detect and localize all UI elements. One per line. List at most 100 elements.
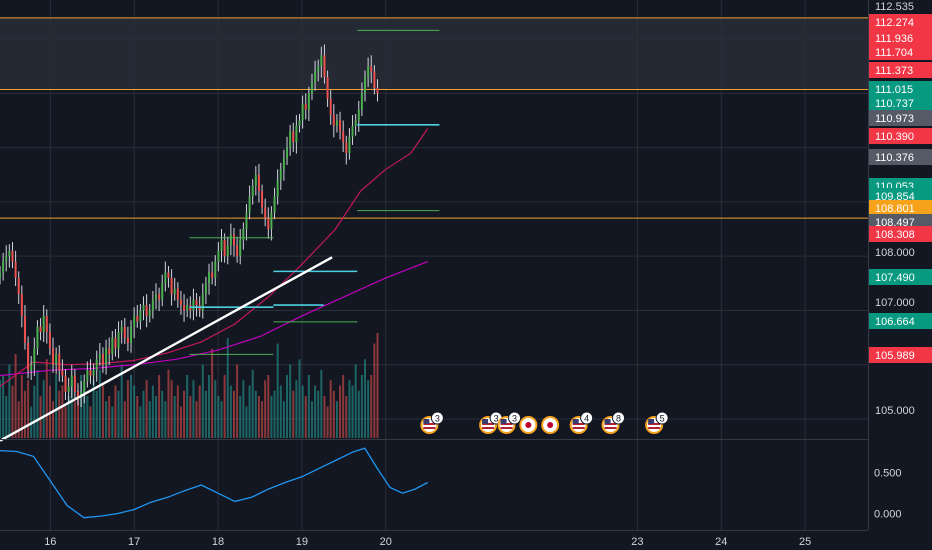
candle-body xyxy=(151,299,154,311)
volume-bar xyxy=(33,385,36,438)
candle-body xyxy=(76,391,79,398)
volume-bar xyxy=(279,385,282,438)
flag-stripe xyxy=(423,427,436,429)
price-tick-label: 111.936 xyxy=(875,33,913,45)
volume-bar xyxy=(70,380,73,438)
time-axis[interactable]: 16 17 18 19 20 23 24 25 xyxy=(44,536,811,548)
volume-bar xyxy=(229,385,232,438)
volume-bar xyxy=(310,401,313,438)
volume-bars xyxy=(0,333,379,438)
volume-bar xyxy=(126,380,129,438)
candle-body xyxy=(211,272,214,278)
event-marker[interactable]: 3 xyxy=(497,411,522,434)
candle-body xyxy=(158,294,161,300)
flag-stripe xyxy=(482,427,495,429)
candle-body xyxy=(279,169,282,181)
ema-slow-line xyxy=(0,261,428,377)
candle-body xyxy=(5,256,8,262)
event-marker[interactable]: 4 xyxy=(569,411,594,434)
trendline[interactable] xyxy=(0,256,333,442)
volume-bar xyxy=(161,390,164,438)
candle-body xyxy=(0,272,1,278)
volume-bar xyxy=(45,359,48,438)
uptrend-line[interactable] xyxy=(0,256,333,442)
price-tick-label: 108.801 xyxy=(875,203,915,215)
volume-bar xyxy=(226,338,229,438)
candle-body xyxy=(314,71,317,83)
volume-bar xyxy=(304,396,307,438)
candle-body xyxy=(310,82,313,94)
price-tick-label: 110.973 xyxy=(875,113,914,125)
volume-bar xyxy=(139,406,142,438)
candle-body xyxy=(179,299,182,306)
time-tick-label: 23 xyxy=(631,536,643,548)
event-marker[interactable] xyxy=(519,416,538,434)
volume-bar xyxy=(295,380,298,438)
volume-bar xyxy=(276,343,279,438)
price-tick-label: 108.000 xyxy=(875,247,915,259)
candle-body xyxy=(242,229,245,240)
volume-bar xyxy=(248,385,251,438)
candle-body xyxy=(186,305,189,311)
flag-stripe xyxy=(604,427,617,429)
economic-events[interactable]: 3 3 3 4 8 5 xyxy=(420,411,669,434)
price-tag-bg xyxy=(869,128,932,144)
price-axis[interactable]: 0.500 0.000 112.535 112.274 111.936 111.704 11… xyxy=(869,1,932,521)
volume-bar xyxy=(323,396,326,438)
volume-bar xyxy=(76,390,79,438)
candle-body xyxy=(154,294,157,300)
price-tag-bg xyxy=(869,149,932,165)
candle-body xyxy=(55,353,58,365)
volume-bar xyxy=(254,390,257,438)
volume-bar xyxy=(186,375,189,438)
price-tag-bg xyxy=(869,14,932,30)
candle-body xyxy=(345,142,348,154)
candle-body xyxy=(2,261,5,273)
candle-body xyxy=(98,353,101,360)
candle-body xyxy=(183,305,186,311)
candle-body xyxy=(236,245,239,257)
price-zones xyxy=(0,17,868,219)
candle-body xyxy=(261,191,264,208)
volume-bar xyxy=(236,364,239,438)
price-tag-bg xyxy=(869,95,932,111)
candle-body xyxy=(30,364,33,371)
volume-bar xyxy=(192,380,195,438)
horizontal-markers xyxy=(189,29,440,355)
event-marker[interactable]: 8 xyxy=(601,411,626,434)
volume-bar xyxy=(360,375,363,438)
volume-bar xyxy=(89,406,92,438)
volume-bar xyxy=(136,396,139,438)
volume-bar xyxy=(320,369,323,438)
candle-body xyxy=(192,299,195,311)
candle-body xyxy=(282,158,285,170)
candle-body xyxy=(360,93,363,110)
flag-stripe xyxy=(648,427,661,429)
candle-body xyxy=(248,196,251,213)
event-marker[interactable]: 5 xyxy=(645,411,669,434)
candle-body xyxy=(105,348,108,365)
volume-bar xyxy=(120,364,123,438)
volume-bar xyxy=(92,380,95,438)
event-marker[interactable]: 3 xyxy=(479,411,503,434)
volume-bar xyxy=(286,375,289,438)
volume-bar xyxy=(145,380,148,438)
flag-sun xyxy=(525,422,532,428)
candle-body xyxy=(273,196,276,213)
candle-body xyxy=(304,104,307,110)
volume-bar xyxy=(220,401,223,438)
event-marker[interactable] xyxy=(541,416,560,434)
candle-body xyxy=(17,277,20,295)
candle-body xyxy=(251,185,254,197)
event-marker[interactable]: 3 xyxy=(420,411,444,434)
volume-bar xyxy=(176,385,179,438)
volume-bar xyxy=(83,385,86,438)
volume-bar xyxy=(117,390,120,438)
volume-bar xyxy=(370,375,373,438)
volume-bar xyxy=(217,396,220,438)
candle-body xyxy=(145,305,148,316)
candle-body xyxy=(64,375,67,392)
candle-body xyxy=(61,370,64,376)
